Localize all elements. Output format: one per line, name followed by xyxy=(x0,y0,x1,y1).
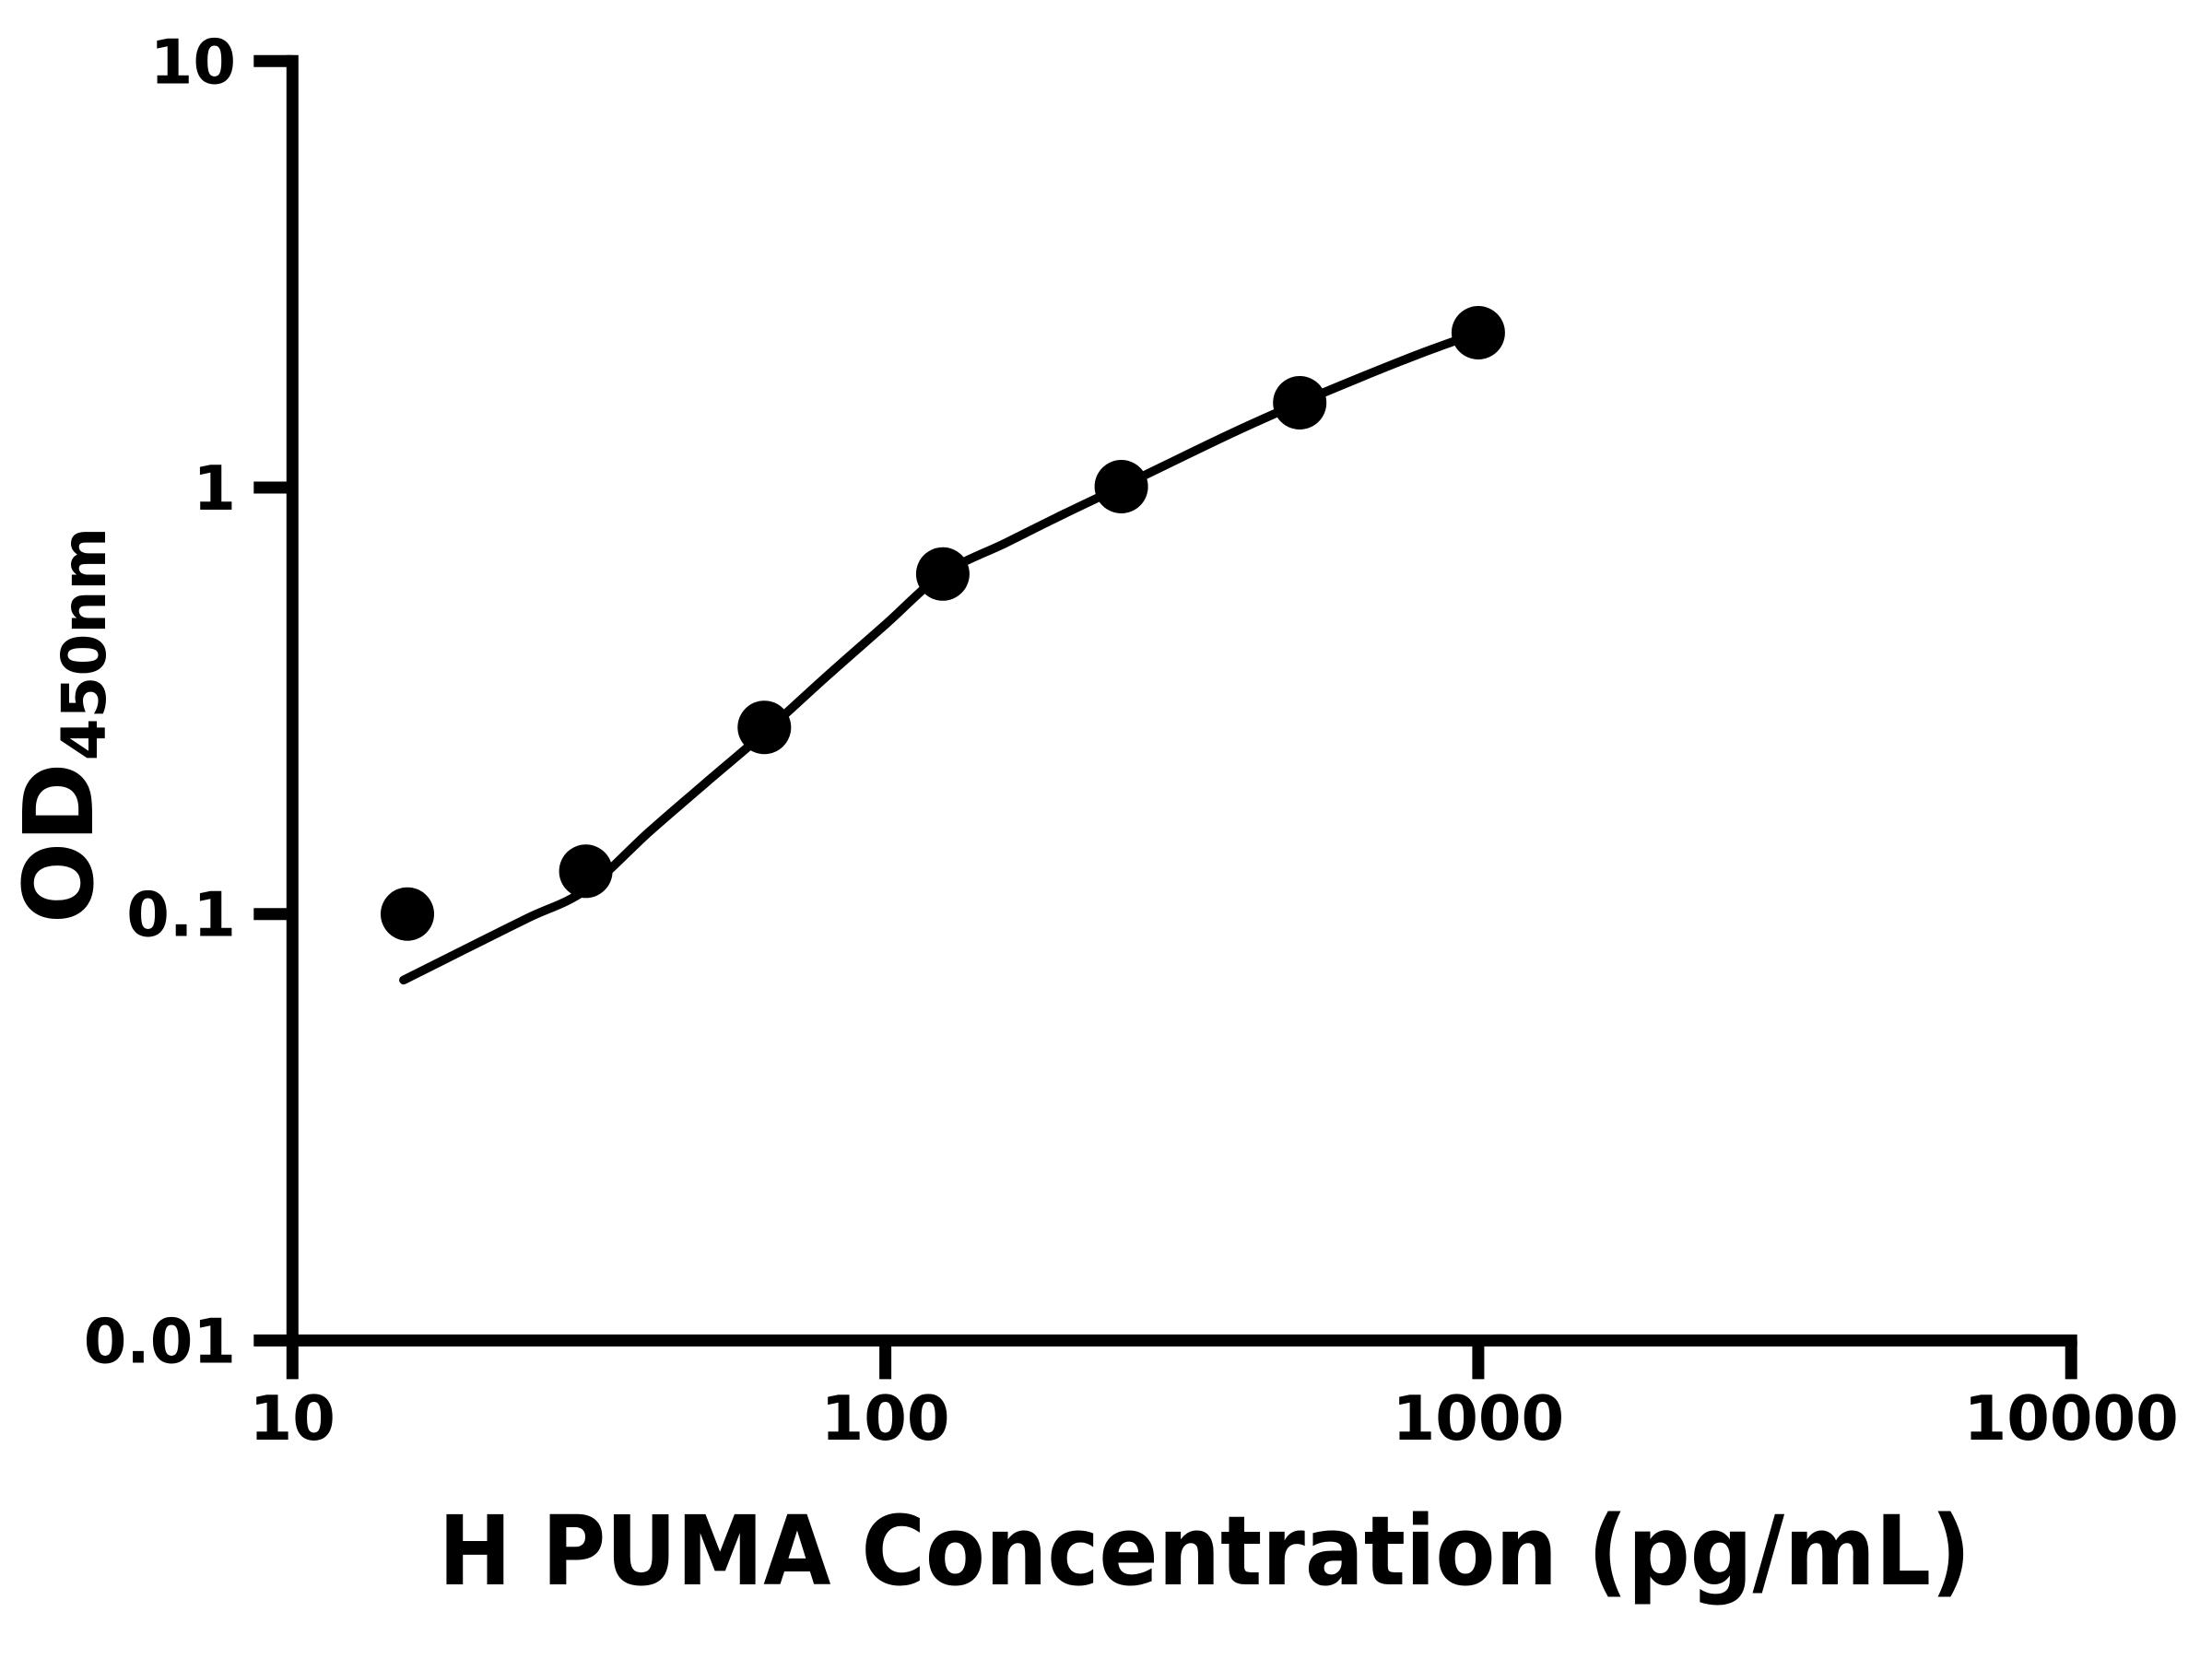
x-axis-title: H PUMA Concentration (pg/mL) xyxy=(374,1495,2035,1607)
y-tick-label: 10 xyxy=(150,26,236,98)
data-point xyxy=(915,547,970,601)
y-tick-label: 0.1 xyxy=(126,879,236,951)
data-point xyxy=(1451,306,1505,359)
data-point xyxy=(1094,460,1148,513)
y-axis-title: OD 450nm xyxy=(3,527,141,924)
x-tick-label: 100 xyxy=(821,1382,950,1454)
data-point xyxy=(1273,376,1327,429)
data-point xyxy=(381,887,434,941)
x-tick-label: 10000 xyxy=(1964,1382,2179,1454)
x-tick-label: 10 xyxy=(250,1382,335,1454)
y-axis-title-main: OD xyxy=(3,762,115,924)
x-axis-title-text: H PUMA Concentration (pg/mL) xyxy=(438,1495,1971,1607)
data-point xyxy=(559,844,613,899)
data-point xyxy=(737,700,792,755)
y-tick-label: 0.01 xyxy=(84,1305,236,1377)
y-tick-label: 1 xyxy=(193,453,236,524)
x-tick-label: 1000 xyxy=(1393,1382,1564,1454)
y-axis-title-subscript: 450nm xyxy=(49,526,120,761)
